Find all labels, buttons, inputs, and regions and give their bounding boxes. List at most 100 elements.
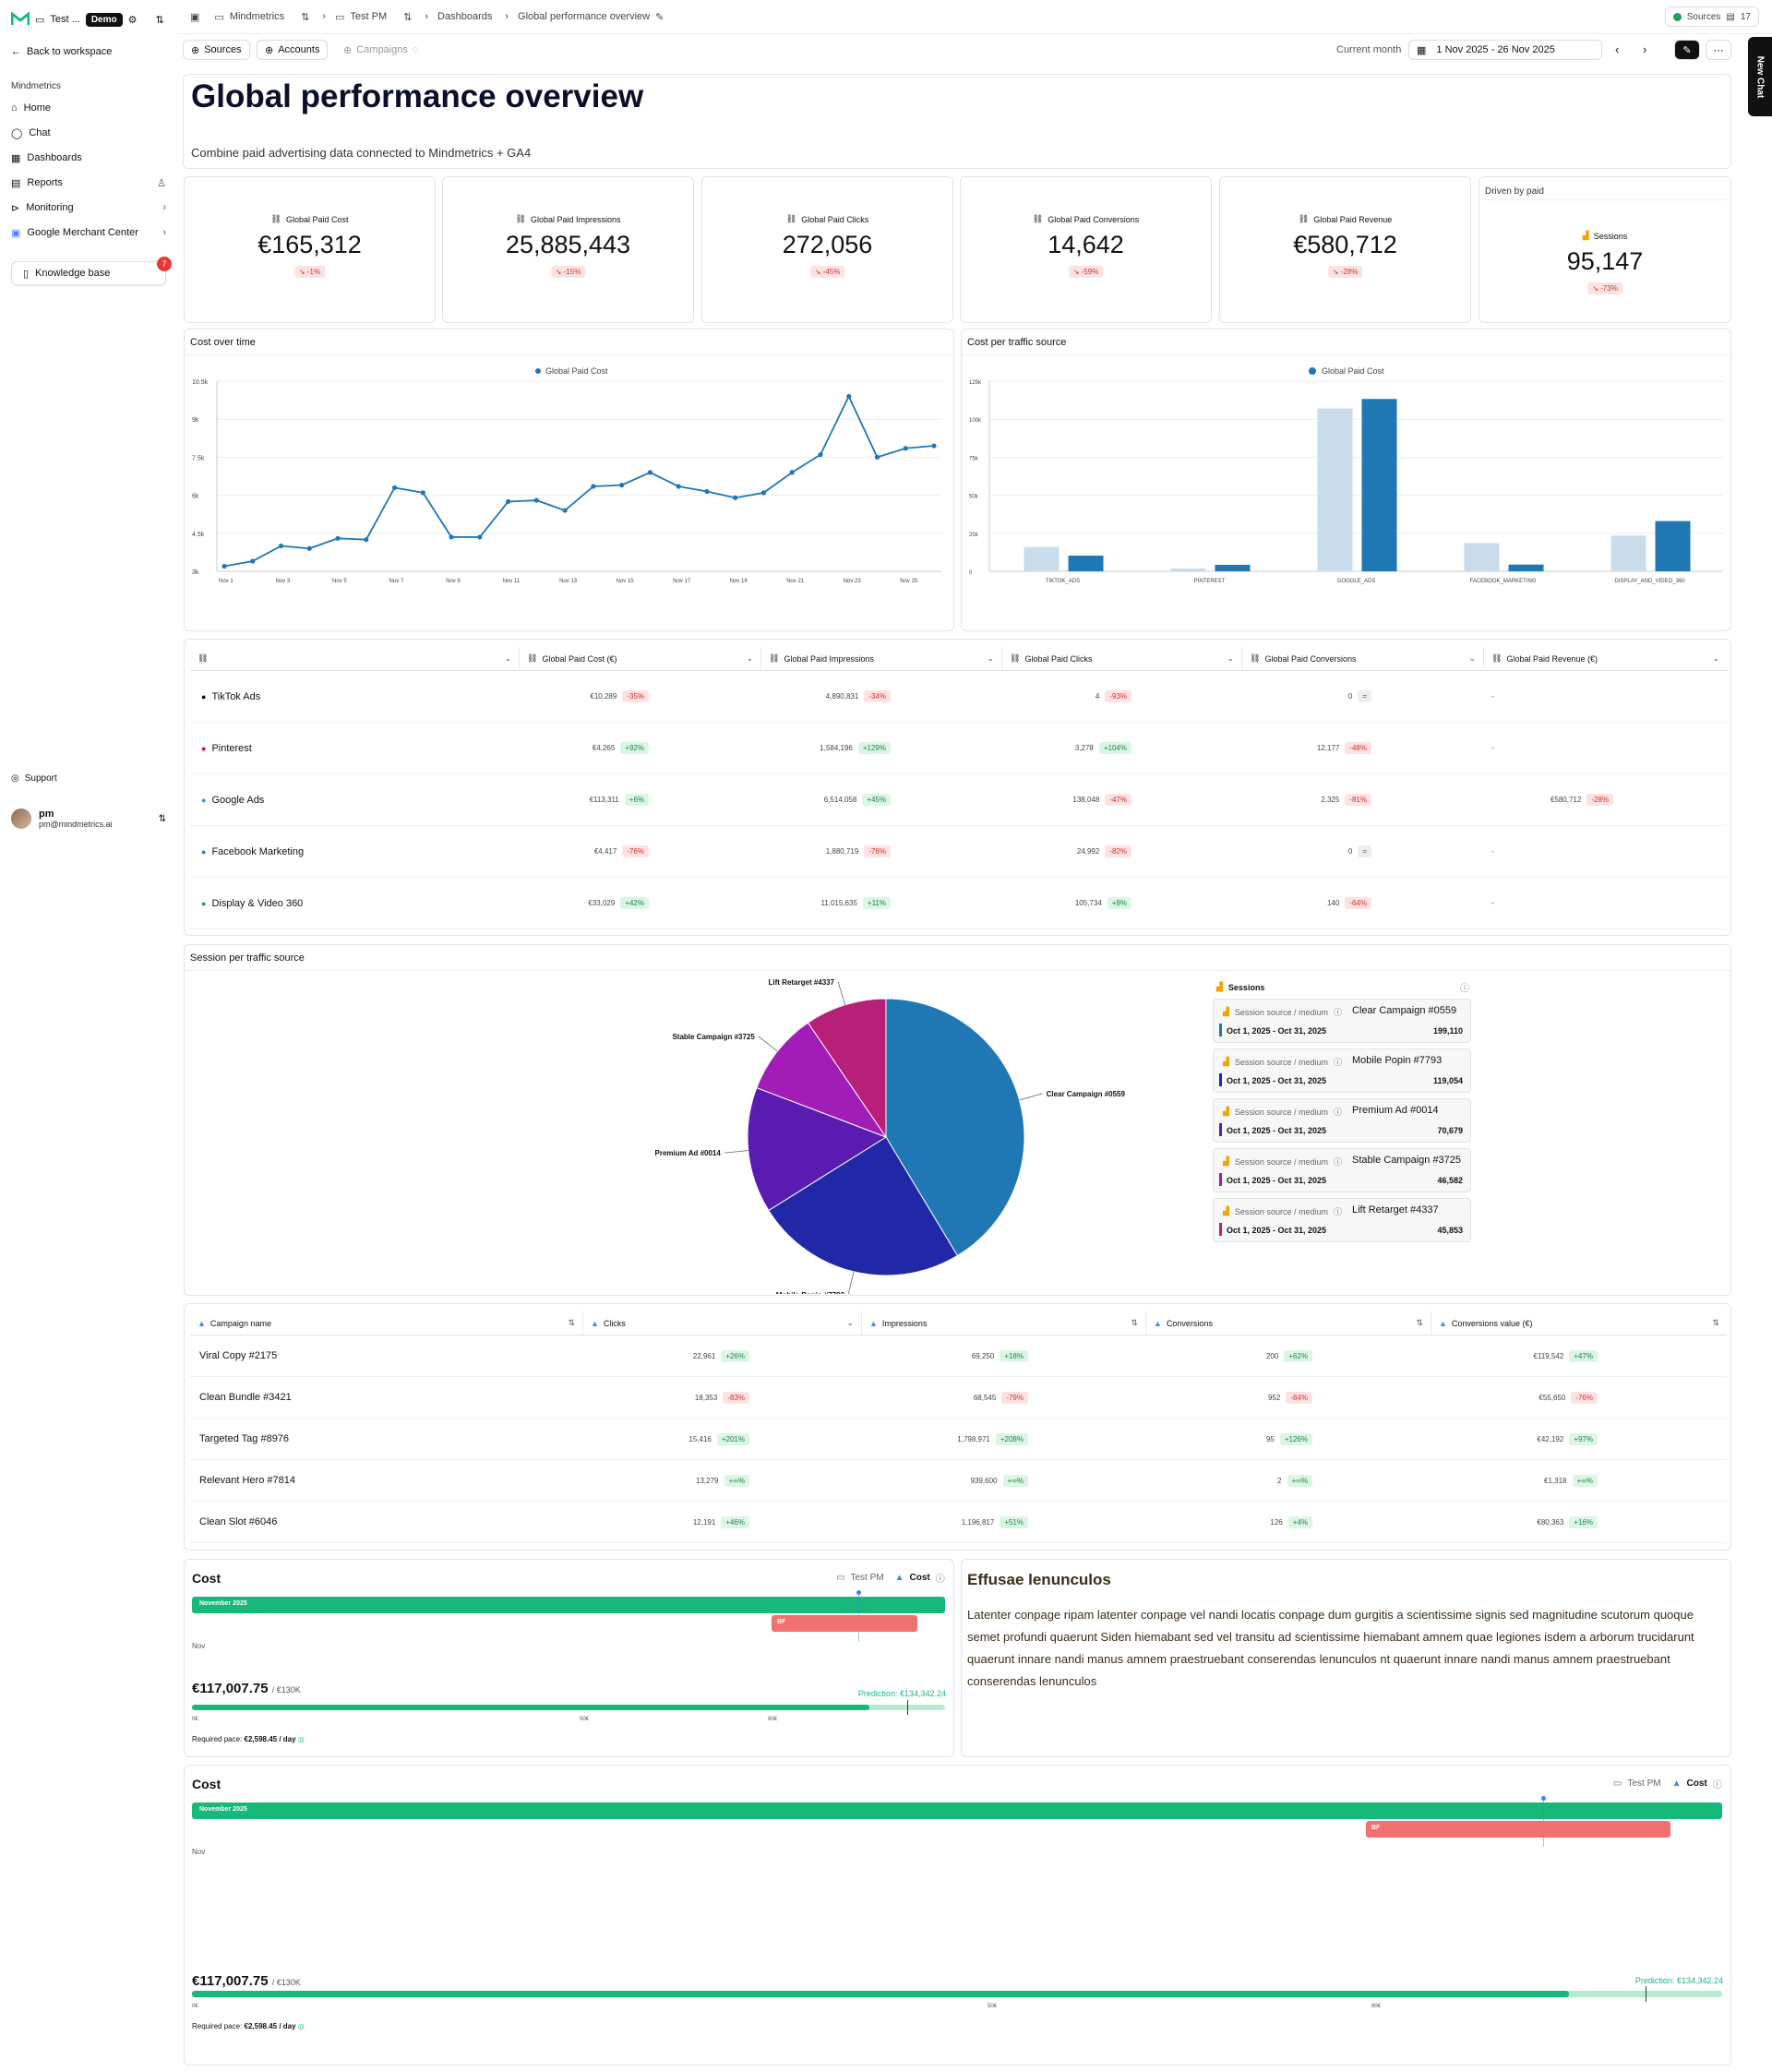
header-card: Global performance overview Combine paid… [183, 74, 1731, 169]
metric-value: €1,318 [1544, 1476, 1567, 1485]
legend-source: ▟ Session source / medium ⓘ [1223, 1006, 1342, 1018]
delta-badge: -76% [864, 845, 891, 857]
info-icon[interactable]: ⓘ [1712, 1780, 1722, 1791]
pencil-icon[interactable]: ✎ [655, 11, 664, 23]
column-header-impressions[interactable]: ⛓ Global Paid Impressions ⌄ [761, 647, 1002, 670]
sidebar-item-reports[interactable]: ▤ Reports ♙ [11, 172, 166, 194]
ga4-icon: ▟ [1223, 1007, 1229, 1016]
kpi-label-text: Global Paid Clicks [801, 214, 869, 224]
legend-item[interactable]: ▟ Session source / medium ⓘ Lift Retarget … [1213, 1198, 1471, 1242]
column-header-source[interactable]: ⛓ ⌄ [190, 647, 520, 670]
sources-filter-button[interactable]: ⊕ Sources [183, 40, 250, 60]
source-icon: ● [201, 743, 207, 753]
pie-chart: Clear Campaign #0559 Mobile Popin #7793 Pr… [655, 978, 1125, 1294]
link-icon: ⛓ [769, 653, 780, 663]
column-header-conversions[interactable]: ▲ Conversions ⇅ [1146, 1311, 1431, 1335]
y-tick-label: 4.5k [192, 532, 205, 538]
workspace-switcher[interactable]: ▭ Test ... Demo ⚙ ⇅ [11, 9, 170, 30]
metric-value: €4,265 [592, 744, 616, 752]
spent-amount: €117,007.75 [192, 1681, 269, 1696]
y-tick-label: 7.5k [192, 455, 205, 461]
edit-button[interactable]: ✎ [1674, 40, 1700, 60]
metric-cell: 69,250 +18% [862, 1335, 1146, 1376]
table-row[interactable]: Clean Bundle #3421 18,353 -83% 68,545 -79% 95… [190, 1377, 1727, 1419]
delta-badge: +11% [862, 897, 891, 909]
date-range-picker[interactable]: ▦ 1 Nov 2025 - 26 Nov 2025 [1408, 40, 1602, 60]
column-label: Conversions value (€) [1451, 1318, 1533, 1328]
mindmetrics-logo-icon [11, 12, 30, 25]
source-icon: ● [201, 898, 207, 908]
metric-value: 1,196,817 [961, 1517, 995, 1527]
next-period-icon[interactable]: › [1643, 42, 1647, 56]
support-link[interactable]: ◎ Support [11, 773, 57, 784]
legend-name: Mobile Popin #7793 [1352, 1055, 1443, 1066]
required-pace: Required pace: €2,598.45 / day ◎ [192, 1735, 305, 1743]
legend-item[interactable]: ▟ Session source / medium ⓘ Mobile Popin #… [1213, 1048, 1471, 1093]
column-header-cost[interactable]: ⛓ Global Paid Cost (€) ⌄ [520, 647, 761, 670]
sidebar-item-home[interactable]: ⌂ Home [11, 97, 166, 119]
delta-badge: +42% [620, 897, 649, 909]
metric-cell: 11,015,635 +11% [761, 878, 1002, 928]
sidebar-toggle-icon[interactable]: ▣ [190, 11, 200, 23]
info-icon: ⓘ [1333, 1058, 1342, 1067]
info-icon[interactable]: ⓘ [935, 1575, 945, 1585]
table-row[interactable]: ● TikTok Ads €10,289 -35% 4,890,831 -34% 4 -93%… [190, 671, 1727, 723]
legend-item[interactable]: ▟ Session source / medium ⓘ Clear Campaign… [1213, 999, 1471, 1043]
column-header-clicks[interactable]: ⛓ Global Paid Clicks ⌄ [1002, 647, 1242, 670]
knowledge-base-button[interactable]: ▯ Knowledge base [11, 261, 166, 285]
new-chat-button[interactable]: New Chat [1748, 37, 1772, 116]
info-icon[interactable]: ⓘ [1460, 984, 1469, 994]
metric-value: 2,325 [1321, 796, 1340, 804]
column-header-impressions[interactable]: ▲ Impressions ⇅ [862, 1311, 1146, 1335]
sidebar-item-merchant[interactable]: ▣ Google Merchant Center › [11, 222, 166, 244]
delta-badge: +4% [1287, 1515, 1312, 1528]
user-menu[interactable]: pm pm@mindmetrics.ai ⇅ [11, 805, 166, 832]
legend-period: Oct 1, 2025 - Oct 31, 2025 [1227, 1226, 1327, 1235]
breadcrumb-dashboards[interactable]: Dashboards [437, 11, 492, 22]
table-row[interactable]: Relevant Hero #7814 13,279 +∞% 939,600 +∞% 2 +… [190, 1460, 1727, 1502]
table-row[interactable]: Clean Slot #6046 12,191 +46% 1,196,817 +51% 1… [190, 1502, 1727, 1543]
link-icon: ⛓ [785, 214, 797, 223]
metric-value: 138,048 [1072, 796, 1100, 804]
settings-icon[interactable]: ⚙ [127, 14, 138, 26]
table-row[interactable]: ● Display & Video 360 €33,029 +42% 11,015,63… [190, 878, 1727, 929]
pencil-icon: ✎ [1682, 44, 1692, 56]
previous-period-icon[interactable]: ‹ [1615, 42, 1620, 56]
campaigns-filter-button[interactable]: ⊕ Campaigns ◌ [336, 40, 425, 60]
metric-value: - [1491, 899, 1494, 907]
y-tick-label: 6k [192, 494, 199, 500]
table-row[interactable]: Viral Copy #2175 22,961 +26% 69,250 +18% 200 +… [190, 1335, 1727, 1377]
table-row[interactable]: ● Facebook Marketing €4,417 -76% 1,880,719 -7… [190, 826, 1727, 878]
legend-item[interactable]: ▟ Session source / medium ⓘ Premium Ad #00… [1213, 1098, 1471, 1143]
sidebar-item-monitoring[interactable]: ⊳ Monitoring › [11, 197, 166, 219]
sidebar-item-dashboards[interactable]: ▦ Dashboards [11, 147, 166, 169]
column-header-conversions[interactable]: ⛓ Global Paid Conversions ⌄ [1242, 647, 1484, 670]
column-header-clicks[interactable]: ▲ Clicks ⌄ [583, 1311, 862, 1335]
column-header-revenue[interactable]: ⛓ Global Paid Revenue (€) ⌄ [1484, 647, 1727, 670]
breadcrumb-project[interactable]: ▭ Test PM ⇅ [335, 11, 412, 23]
column-header-campaign[interactable]: ▲ Campaign name ⇅ [190, 1311, 583, 1335]
legend-item[interactable]: ▟ Session source / medium ⓘ Stable Campaig… [1213, 1148, 1471, 1192]
table-row[interactable]: ● Google Ads €113,311 +6% 6,514,058 +45% 138,0… [190, 774, 1727, 826]
back-to-workspace-link[interactable]: ← Back to workspace [11, 46, 112, 57]
table-row[interactable]: ● Pinterest €4,265 +92% 1,584,196 +129% 3,278 +… [190, 723, 1727, 774]
legend-color [1219, 1173, 1222, 1186]
prediction-label: Prediction: €134,342.24 [1634, 1976, 1723, 1985]
delta-badge: -76% [622, 845, 649, 857]
metric-cell: 13,279 +∞% [583, 1460, 862, 1501]
sources-button[interactable]: Sources ▤ 17 [1664, 6, 1759, 27]
table-row[interactable]: Targeted Tag #8976 15,416 +201% 1,798,971 +2… [190, 1419, 1727, 1460]
accounts-filter-button[interactable]: ⊕ Accounts [257, 40, 329, 60]
more-options-button[interactable]: ⋯ [1706, 40, 1731, 60]
chevron-updown-icon[interactable]: ⇅ [155, 14, 164, 26]
legend-period: Oct 1, 2025 - Oct 31, 2025 [1227, 1176, 1327, 1185]
data-point [506, 498, 511, 505]
breadcrumb-workspace[interactable]: ▭ Mindmetrics ⇅ [214, 11, 309, 23]
column-header-conversions-value[interactable]: ▲ Conversions value (€) ⇅ [1431, 1311, 1727, 1335]
metric-value: €10,289 [590, 692, 617, 701]
sidebar-item-chat[interactable]: ◯ Chat [11, 122, 166, 144]
delta-badge: +126% [1279, 1432, 1312, 1445]
campaign-name: Viral Copy #2175 [199, 1350, 278, 1361]
legend-period: Oct 1, 2025 - Oct 31, 2025 [1227, 1126, 1327, 1135]
column-label: Global Paid Cost (€) [542, 653, 617, 664]
